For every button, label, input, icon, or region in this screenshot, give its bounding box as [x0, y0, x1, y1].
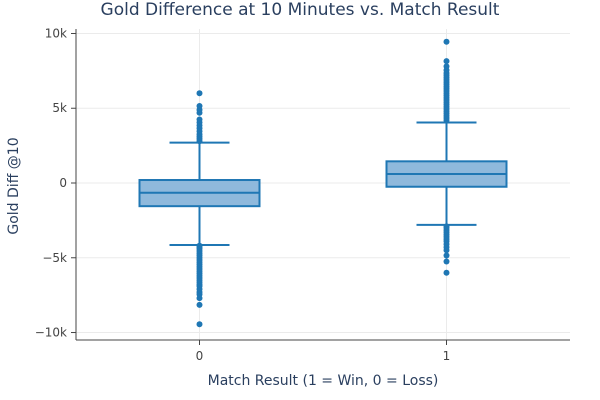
y-tick-label: 5k	[52, 101, 67, 115]
x-axis-label: Match Result (1 = Win, 0 = Loss)	[207, 373, 439, 389]
chart-title: Gold Difference at 10 Minutes vs. Match …	[100, 0, 500, 20]
x-tick-label: 0	[196, 349, 204, 363]
outlier-point	[196, 103, 203, 110]
outlier-point	[196, 321, 203, 328]
y-tick-label: −10k	[35, 326, 67, 340]
outlier-point	[196, 116, 203, 123]
y-axis-label: Gold Diff @10	[6, 137, 22, 235]
outlier-point	[443, 63, 450, 70]
x-tick-label: 1	[443, 349, 451, 363]
outlier-point	[196, 90, 203, 97]
outlier-point	[443, 269, 450, 276]
outlier-point	[196, 301, 203, 308]
outlier-point	[443, 58, 450, 65]
y-tick-label: 0	[59, 176, 67, 190]
outlier-point	[443, 252, 450, 259]
outlier-point	[443, 38, 450, 45]
outlier-point	[443, 258, 450, 265]
outlier-point	[443, 223, 450, 230]
y-tick-label: 10k	[45, 26, 67, 40]
outlier-point	[196, 242, 203, 249]
y-tick-label: −5k	[42, 251, 67, 265]
